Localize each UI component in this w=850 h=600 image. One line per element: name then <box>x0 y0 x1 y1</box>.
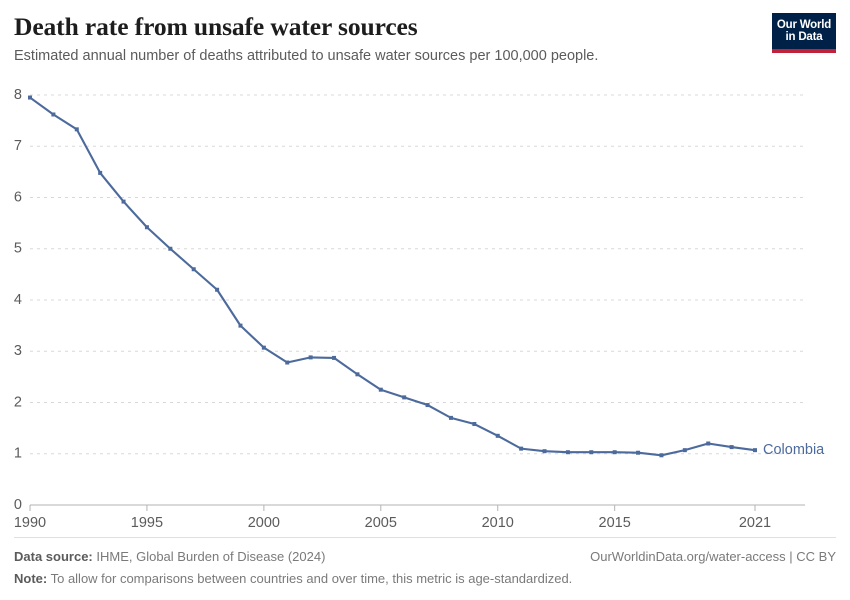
attribution-link[interactable]: OurWorldinData.org/water-access | CC BY <box>590 549 836 564</box>
y-axis-tick-label: 0 <box>14 497 22 513</box>
data-point[interactable] <box>28 95 32 100</box>
line-chart-svg[interactable]: 0 1 2 3 4 5 6 7 8 1990 1995 2000 2005 2010 2015 2021 Col… <box>0 78 850 538</box>
data-point[interactable] <box>121 199 126 204</box>
data-point[interactable] <box>706 441 711 446</box>
data-point[interactable] <box>98 170 103 175</box>
footer-note-row: Note: To allow for comparisons between c… <box>14 569 836 588</box>
data-point[interactable] <box>729 445 734 450</box>
data-point[interactable] <box>51 112 56 117</box>
x-axis-tick-label: 1995 <box>131 515 163 531</box>
data-point[interactable] <box>74 127 79 132</box>
data-point[interactable] <box>519 446 524 451</box>
data-point[interactable] <box>659 453 664 458</box>
data-point[interactable] <box>753 448 757 453</box>
data-point[interactable] <box>495 433 500 438</box>
x-axis-tick-label: 2005 <box>365 515 397 531</box>
chart-header: Death rate from unsafe water sources Est… <box>14 12 836 74</box>
data-point[interactable] <box>168 246 173 251</box>
data-point[interactable] <box>332 355 337 360</box>
page-title: Death rate from unsafe water sources <box>14 12 418 41</box>
data-point[interactable] <box>191 267 196 272</box>
data-point[interactable] <box>215 287 220 292</box>
chart-plot-area: 0 1 2 3 4 5 6 7 8 1990 1995 2000 2005 2010 2015 2021 Col… <box>0 78 850 538</box>
y-axis-tick-label: 6 <box>14 189 22 205</box>
source-label: Data source: <box>14 549 93 564</box>
series-end-label-colombia[interactable]: Colombia <box>763 442 825 458</box>
our-world-in-data-logo[interactable]: Our World in Data <box>772 13 836 53</box>
chart-subtitle: Estimated annual number of deaths attrib… <box>14 48 599 64</box>
data-point[interactable] <box>144 225 149 230</box>
x-axis-tick-label: 1990 <box>14 515 46 531</box>
y-axis-tick-label: 4 <box>14 292 22 308</box>
footer-source-row: Data source: IHME, Global Burden of Dise… <box>14 547 836 566</box>
y-axis-tick-label: 8 <box>14 87 22 103</box>
data-point[interactable] <box>425 403 430 408</box>
source-text: IHME, Global Burden of Disease (2024) <box>92 549 326 564</box>
data-point[interactable] <box>612 450 617 455</box>
data-point[interactable] <box>261 345 266 350</box>
x-axis-tick-label: 2010 <box>482 515 514 531</box>
data-point[interactable] <box>589 450 594 455</box>
data-point[interactable] <box>565 450 570 455</box>
data-point[interactable] <box>308 355 313 360</box>
data-point[interactable] <box>542 449 547 454</box>
data-point[interactable] <box>682 448 687 453</box>
note-label: Note: <box>14 571 48 586</box>
data-point[interactable] <box>378 387 383 392</box>
series-line-colombia[interactable] <box>28 96 757 457</box>
x-axis-tick-label: 2021 <box>739 515 771 531</box>
y-axis-tick-label: 2 <box>14 394 22 410</box>
data-point[interactable] <box>285 360 290 365</box>
data-point[interactable] <box>402 395 407 400</box>
chart-footer: Data source: IHME, Global Burden of Dise… <box>14 537 836 588</box>
y-axis-tick-label: 1 <box>14 446 22 462</box>
data-point[interactable] <box>448 415 453 420</box>
data-point[interactable] <box>636 450 641 455</box>
data-point[interactable] <box>472 422 477 427</box>
data-point[interactable] <box>355 372 360 377</box>
y-axis-tick-label: 3 <box>14 343 22 359</box>
y-axis-tick-label: 5 <box>14 241 22 257</box>
logo-line-1: Our World <box>776 18 832 31</box>
note-text: To allow for comparisons between countri… <box>47 571 573 586</box>
x-axis-tick-label: 2015 <box>599 515 631 531</box>
y-axis-tick-label: 7 <box>14 138 22 154</box>
x-axis-tick-label: 2000 <box>248 515 280 531</box>
logo-line-2: in Data <box>785 31 823 43</box>
data-point[interactable] <box>238 323 243 328</box>
